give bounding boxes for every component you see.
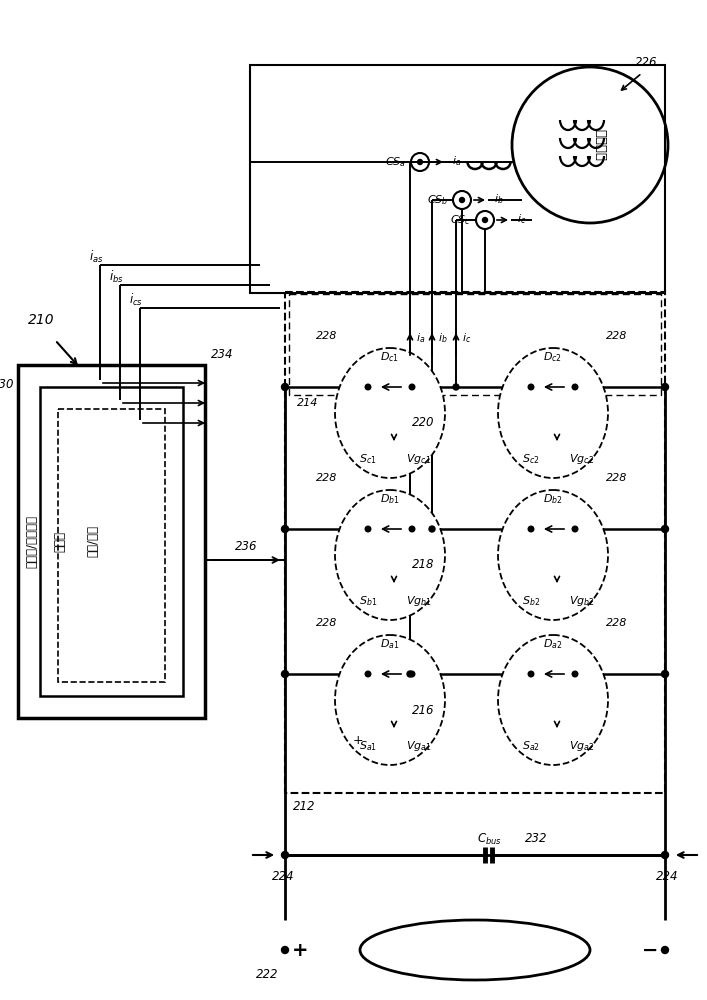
Circle shape <box>572 671 578 677</box>
Circle shape <box>366 526 370 532</box>
Text: −: − <box>642 940 658 960</box>
Circle shape <box>281 383 288 390</box>
Text: 228: 228 <box>315 618 337 628</box>
Text: D$_{b2}$: D$_{b2}$ <box>543 492 563 506</box>
Circle shape <box>366 384 370 390</box>
Text: D$_{c1}$: D$_{c1}$ <box>380 350 399 364</box>
Text: i$_c$: i$_c$ <box>462 331 472 345</box>
Text: +: + <box>292 940 308 960</box>
Text: Vg$_{c2}$: Vg$_{c2}$ <box>569 452 594 466</box>
Text: i$_c$: i$_c$ <box>517 212 526 226</box>
Circle shape <box>407 671 413 677</box>
Text: 224: 224 <box>271 870 294 884</box>
Text: 214: 214 <box>297 398 318 408</box>
Circle shape <box>409 526 415 532</box>
Ellipse shape <box>498 348 608 478</box>
Text: 数据/信息: 数据/信息 <box>86 525 100 557</box>
Circle shape <box>429 526 435 532</box>
Text: 212: 212 <box>293 800 315 814</box>
Text: Vg$_{a2}$: Vg$_{a2}$ <box>569 739 595 753</box>
Circle shape <box>662 670 669 678</box>
Text: i$_a$: i$_a$ <box>452 154 462 168</box>
Circle shape <box>662 526 669 532</box>
Text: 228: 228 <box>606 618 627 628</box>
Text: S$_{b2}$: S$_{b2}$ <box>522 594 540 608</box>
Text: 210: 210 <box>28 313 54 327</box>
Text: i$_b$: i$_b$ <box>494 192 504 206</box>
Circle shape <box>572 526 578 532</box>
Circle shape <box>662 852 669 858</box>
Text: i$_a$: i$_a$ <box>416 331 426 345</box>
Circle shape <box>528 384 534 390</box>
Circle shape <box>528 526 534 532</box>
Text: 228: 228 <box>606 473 627 483</box>
Text: S$_{c1}$: S$_{c1}$ <box>359 452 377 466</box>
Text: 存储器: 存储器 <box>54 530 66 552</box>
Ellipse shape <box>335 635 445 765</box>
Text: i$_{cs}$: i$_{cs}$ <box>129 292 143 308</box>
Text: i$_{as}$: i$_{as}$ <box>88 249 103 265</box>
Circle shape <box>409 384 415 390</box>
Text: 控制器/逻辑装置: 控制器/逻辑装置 <box>25 514 38 568</box>
Circle shape <box>528 671 534 677</box>
Text: Vg$_{a1}$: Vg$_{a1}$ <box>406 739 432 753</box>
Text: CS$_c$: CS$_c$ <box>450 213 471 227</box>
Text: i$_b$: i$_b$ <box>438 331 448 345</box>
Circle shape <box>281 670 288 678</box>
Circle shape <box>460 198 464 202</box>
Ellipse shape <box>498 490 608 620</box>
Text: 230: 230 <box>0 378 14 391</box>
Text: S$_{b1}$: S$_{b1}$ <box>359 594 377 608</box>
Text: D$_{a1}$: D$_{a1}$ <box>380 637 400 651</box>
Text: S$_{a2}$: S$_{a2}$ <box>522 739 540 753</box>
Text: 224: 224 <box>656 870 678 884</box>
Circle shape <box>453 384 459 390</box>
Text: C$_{bus}$: C$_{bus}$ <box>477 831 501 847</box>
Circle shape <box>281 526 288 532</box>
Ellipse shape <box>498 635 608 765</box>
Text: Vg$_{c1}$: Vg$_{c1}$ <box>406 452 431 466</box>
Text: 222: 222 <box>256 968 279 982</box>
Text: Vg$_{b2}$: Vg$_{b2}$ <box>569 594 595 608</box>
Text: 228: 228 <box>315 473 337 483</box>
Text: 234: 234 <box>211 349 233 361</box>
Circle shape <box>281 946 288 954</box>
Text: D$_{c2}$: D$_{c2}$ <box>544 350 563 364</box>
Circle shape <box>572 384 578 390</box>
Text: 220: 220 <box>412 416 435 430</box>
Text: 236: 236 <box>235 540 257 552</box>
Text: D$_{b1}$: D$_{b1}$ <box>380 492 400 506</box>
Circle shape <box>662 383 669 390</box>
Text: Vg$_{b1}$: Vg$_{b1}$ <box>406 594 432 608</box>
Ellipse shape <box>335 490 445 620</box>
Text: 216: 216 <box>412 704 435 716</box>
Text: CS$_a$: CS$_a$ <box>385 155 406 169</box>
Text: 218: 218 <box>412 558 435 572</box>
Circle shape <box>366 671 370 677</box>
Circle shape <box>281 852 288 858</box>
Circle shape <box>409 671 415 677</box>
Text: D$_{a2}$: D$_{a2}$ <box>543 637 563 651</box>
Text: 228: 228 <box>315 331 337 341</box>
Circle shape <box>418 159 423 164</box>
Text: i$_{bs}$: i$_{bs}$ <box>109 269 123 285</box>
Text: +: + <box>353 734 363 746</box>
Text: S$_{a1}$: S$_{a1}$ <box>359 739 377 753</box>
Ellipse shape <box>335 348 445 478</box>
Text: 226: 226 <box>635 56 658 70</box>
Circle shape <box>662 946 669 954</box>
Text: 228: 228 <box>606 331 627 341</box>
Text: 交流电机: 交流电机 <box>593 129 607 161</box>
Circle shape <box>482 218 488 223</box>
Text: CS$_b$: CS$_b$ <box>426 193 448 207</box>
Text: 232: 232 <box>525 832 547 846</box>
Text: S$_{c2}$: S$_{c2}$ <box>522 452 539 466</box>
